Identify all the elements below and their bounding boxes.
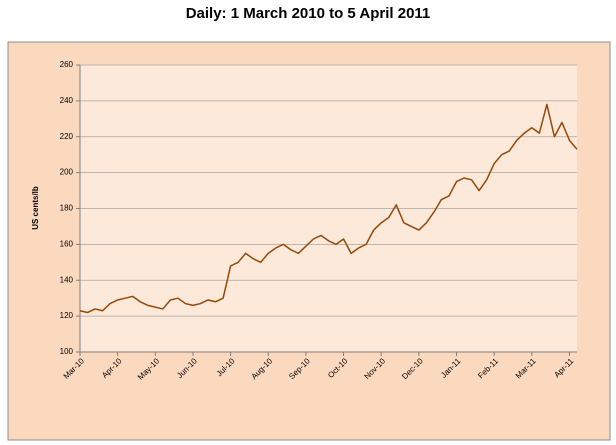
y-tick-label: 240 — [60, 96, 74, 105]
y-axis-label: US cents/lb — [31, 186, 40, 230]
chart-title: Daily: 1 March 2010 to 5 April 2011 — [186, 5, 431, 22]
y-tick-label: 120 — [60, 311, 74, 320]
y-tick-label: 200 — [60, 168, 74, 177]
y-tick-label: 160 — [60, 239, 74, 248]
y-tick-label: 180 — [60, 204, 74, 213]
y-tick-label: 260 — [60, 60, 74, 69]
y-tick-label: 140 — [60, 275, 74, 284]
line — [79, 103, 578, 314]
y-tick-label: 220 — [60, 132, 74, 141]
y-tick-label: 100 — [60, 347, 74, 356]
